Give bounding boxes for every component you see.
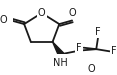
Text: O: O	[88, 64, 95, 74]
Text: O: O	[68, 8, 76, 18]
Text: NH: NH	[53, 58, 68, 68]
Text: F: F	[111, 46, 117, 56]
Text: F: F	[76, 43, 82, 53]
Text: O: O	[0, 15, 7, 26]
Polygon shape	[53, 42, 64, 56]
Text: O: O	[38, 8, 46, 18]
Text: F: F	[95, 27, 101, 37]
